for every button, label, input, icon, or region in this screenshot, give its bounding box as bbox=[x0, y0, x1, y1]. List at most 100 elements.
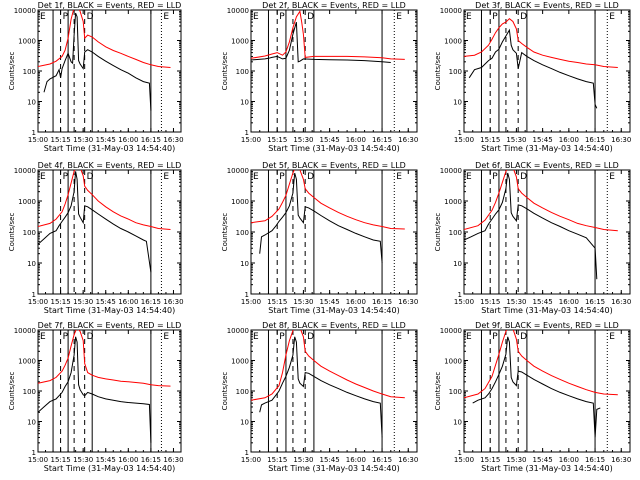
x-tick-label: 16:15 bbox=[141, 298, 161, 306]
x-tick-label: 16:00 bbox=[118, 136, 138, 144]
y-tick-label: 1 bbox=[458, 129, 462, 137]
interval-marker-label: D bbox=[307, 12, 314, 22]
x-tick-label: 15:45 bbox=[533, 136, 553, 144]
y-tick-label: 1 bbox=[32, 129, 36, 137]
interval-marker-label: E bbox=[609, 332, 615, 342]
lld-series-line bbox=[464, 18, 618, 68]
y-axis-label: Counts/sec bbox=[434, 213, 442, 252]
y-tick-label: 10000 bbox=[227, 327, 249, 335]
y-tick-label: 1 bbox=[458, 291, 462, 299]
plot-frame bbox=[250, 169, 418, 295]
y-tick-label: 10 bbox=[453, 419, 462, 427]
x-tick-label: 15:30 bbox=[506, 456, 526, 464]
detector-panel: Det 3f, BLACK = Events, RED = LLD 1 10 100 1… bbox=[434, 1, 631, 153]
x-tick-label: 16:00 bbox=[118, 298, 138, 306]
x-tick-label: 16:15 bbox=[585, 136, 605, 144]
y-axis-label: Counts/sec bbox=[8, 372, 16, 411]
y-tick-label: 100 bbox=[449, 68, 462, 76]
x-tick-label: 15:15 bbox=[50, 136, 70, 144]
y-tick-label: 1000 bbox=[18, 358, 36, 366]
plot-frame bbox=[463, 9, 631, 133]
y-tick-label: 10 bbox=[453, 99, 462, 107]
x-axis-label: Start Time (31-May-03 14:54:40) bbox=[44, 144, 175, 153]
interval-marker-label: E bbox=[253, 172, 259, 182]
x-tick-label: 15:00 bbox=[28, 456, 48, 464]
x-tick-label: 16:30 bbox=[611, 456, 631, 464]
events-series-line bbox=[464, 172, 598, 280]
plot-frame bbox=[250, 329, 418, 453]
x-axis-label: Start Time (31-May-03 14:54:40) bbox=[268, 144, 399, 153]
y-tick-label: 1 bbox=[245, 449, 249, 457]
y-tick-label: 10000 bbox=[227, 167, 249, 175]
x-tick-label: 16:15 bbox=[141, 136, 161, 144]
panel-title: Det 2f, BLACK = Events, RED = LLD bbox=[262, 1, 406, 10]
lld-series-line bbox=[251, 330, 405, 401]
x-tick-label: 15:45 bbox=[533, 456, 553, 464]
events-series-line bbox=[259, 336, 383, 438]
x-tick-label: 15:00 bbox=[454, 456, 474, 464]
lld-series-line bbox=[251, 10, 405, 60]
x-tick-label: 16:00 bbox=[559, 298, 579, 306]
x-axis-label: Start Time (31-May-03 14:54:40) bbox=[44, 306, 175, 315]
x-tick-label: 15:15 bbox=[480, 456, 500, 464]
y-tick-label: 100 bbox=[23, 229, 36, 237]
x-tick-label: 16:30 bbox=[398, 456, 418, 464]
y-tick-label: 10 bbox=[27, 99, 36, 107]
y-tick-label: 100 bbox=[236, 388, 249, 396]
lld-series-line bbox=[464, 170, 618, 232]
x-tick-label: 16:30 bbox=[398, 136, 418, 144]
interval-marker-label: E bbox=[609, 172, 615, 182]
interval-marker-label: P bbox=[492, 332, 498, 342]
interval-marker-label: D bbox=[520, 12, 527, 22]
x-tick-label: 15:45 bbox=[320, 456, 340, 464]
y-tick-label: 10000 bbox=[440, 327, 462, 335]
x-tick-label: 15:45 bbox=[320, 136, 340, 144]
y-axis-label: Counts/sec bbox=[8, 52, 16, 91]
x-tick-label: 16:00 bbox=[559, 456, 579, 464]
y-tick-label: 10000 bbox=[14, 327, 36, 335]
y-tick-label: 10 bbox=[27, 260, 36, 268]
plot-frame bbox=[250, 9, 418, 133]
y-tick-label: 1000 bbox=[231, 358, 249, 366]
interval-marker-label: E bbox=[163, 332, 169, 342]
interval-marker-label: P bbox=[279, 332, 285, 342]
events-series-line bbox=[43, 12, 152, 111]
plot-frame bbox=[463, 169, 631, 295]
interval-marker-label: E bbox=[466, 12, 472, 22]
interval-marker-label: P bbox=[63, 332, 69, 342]
x-tick-label: 15:15 bbox=[267, 136, 287, 144]
detector-panel: Det 2f, BLACK = Events, RED = LLD 1 10 100 1… bbox=[221, 1, 418, 153]
interval-marker-label: E bbox=[40, 12, 46, 22]
y-tick-label: 10 bbox=[453, 260, 462, 268]
y-tick-label: 100 bbox=[23, 388, 36, 396]
panel-title: Det 4f, BLACK = Events, RED = LLD bbox=[38, 161, 182, 170]
interval-marker-label: E bbox=[163, 12, 169, 22]
x-tick-label: 15:00 bbox=[454, 136, 474, 144]
x-tick-label: 16:15 bbox=[585, 456, 605, 464]
interval-marker-label: E bbox=[396, 172, 402, 182]
x-tick-label: 15:45 bbox=[96, 136, 116, 144]
y-tick-label: 1000 bbox=[444, 38, 462, 46]
interval-marker-label: D bbox=[520, 332, 527, 342]
y-tick-label: 1000 bbox=[231, 198, 249, 206]
plot-frame bbox=[463, 329, 631, 453]
lld-series-line bbox=[464, 330, 618, 399]
y-tick-label: 1000 bbox=[231, 38, 249, 46]
y-tick-label: 100 bbox=[23, 68, 36, 76]
x-tick-label: 16:30 bbox=[611, 298, 631, 306]
y-tick-label: 100 bbox=[236, 68, 249, 76]
events-series-line bbox=[472, 336, 601, 438]
x-tick-label: 16:15 bbox=[141, 456, 161, 464]
interval-marker-label: E bbox=[253, 332, 259, 342]
x-tick-label: 15:30 bbox=[293, 136, 313, 144]
x-axis-label: Start Time (31-May-03 14:54:40) bbox=[481, 144, 612, 153]
interval-marker-label: E bbox=[466, 332, 472, 342]
y-tick-label: 10000 bbox=[14, 7, 36, 15]
y-tick-label: 1 bbox=[245, 291, 249, 299]
x-tick-label: 16:00 bbox=[346, 136, 366, 144]
x-tick-label: 15:15 bbox=[50, 456, 70, 464]
y-tick-label: 100 bbox=[236, 229, 249, 237]
lld-series-line bbox=[38, 170, 171, 230]
y-axis-label: Counts/sec bbox=[221, 213, 229, 252]
x-tick-label: 15:45 bbox=[320, 298, 340, 306]
